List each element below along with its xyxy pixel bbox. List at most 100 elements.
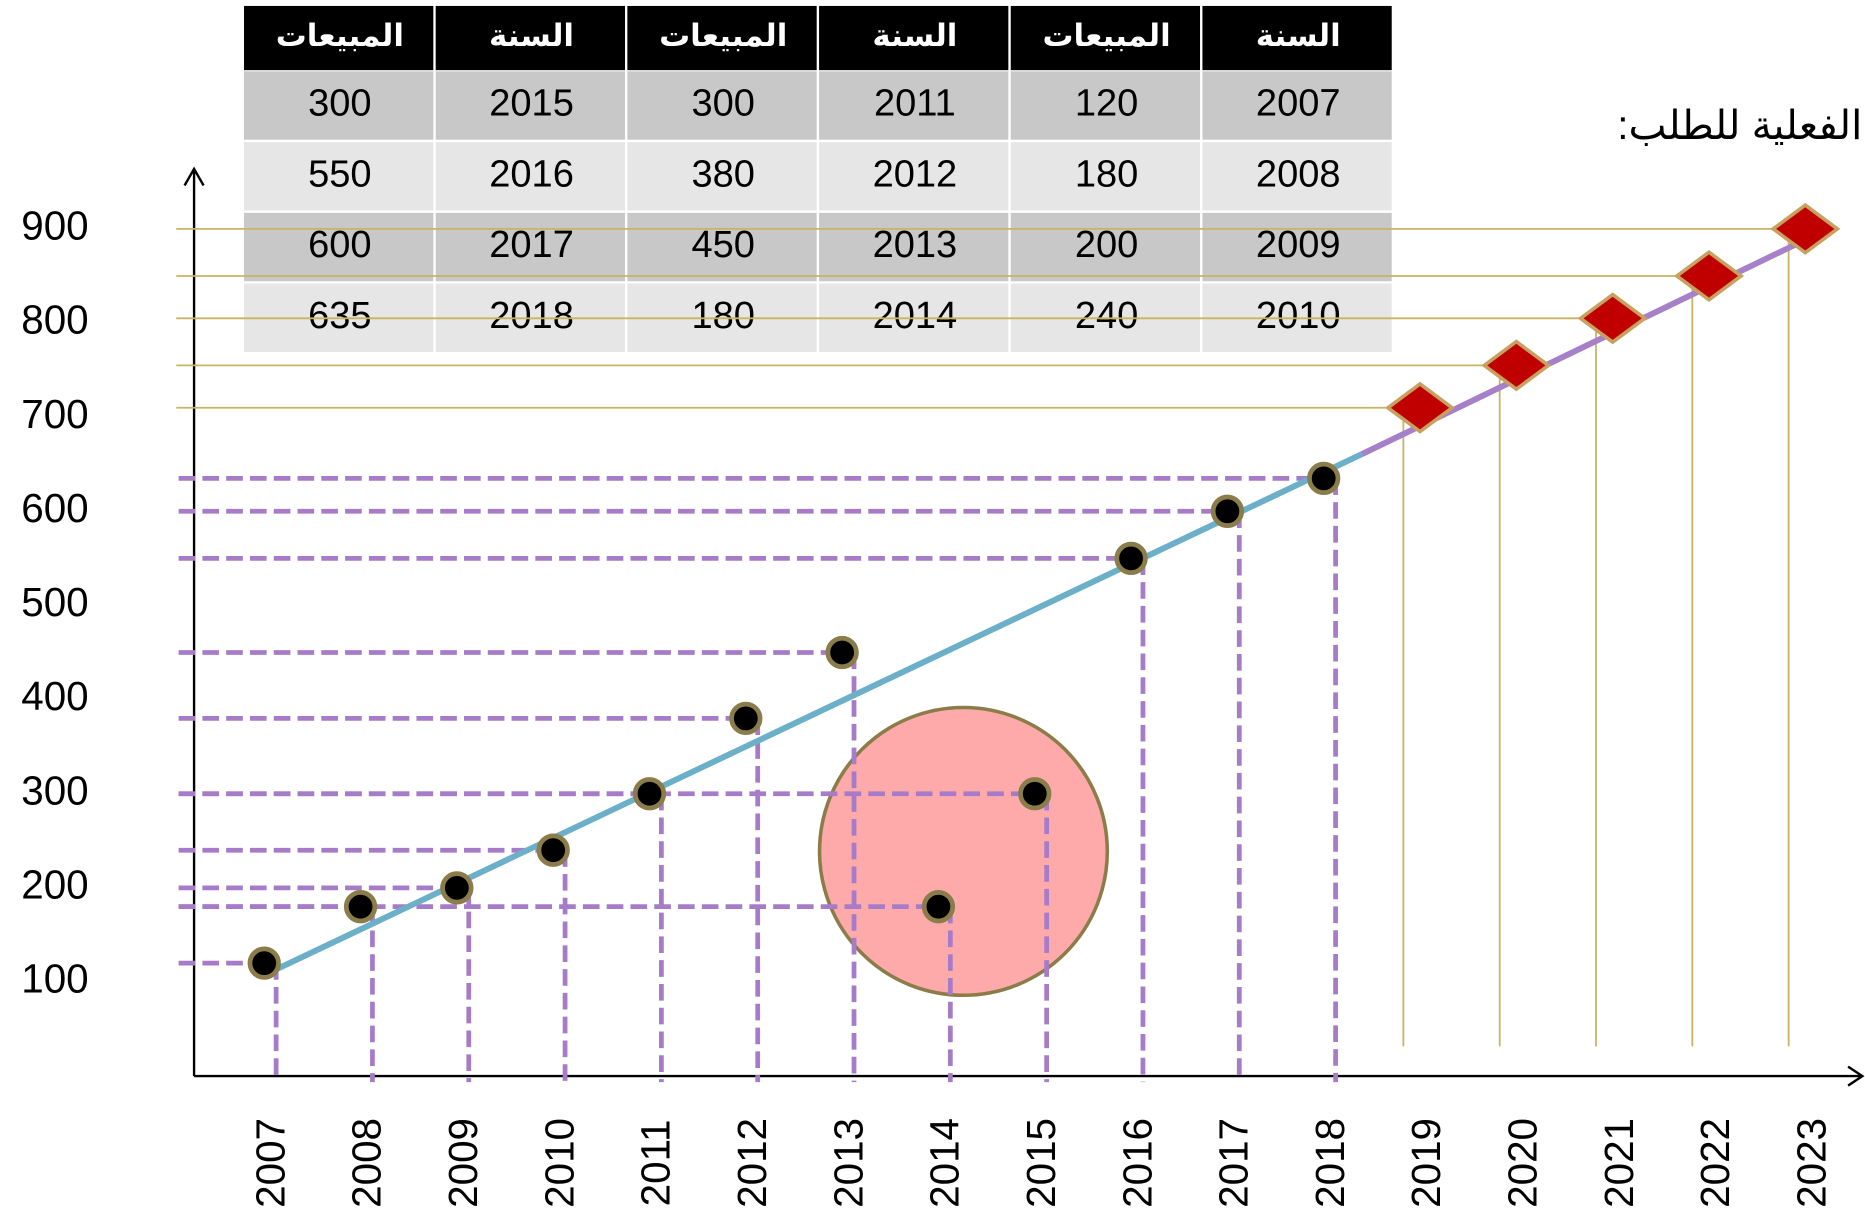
header-text: المبيعات [659,18,787,53]
cell-text: 2007 [1256,83,1341,125]
x-tick-label: 2014 [922,1118,968,1208]
table-cell [244,142,434,211]
table-cell [627,212,817,282]
table-cell [819,142,1009,211]
point [1210,494,1245,528]
x-tick-label: 2018 [1307,1118,1353,1208]
table-cell [627,71,817,140]
y-tick-label: 900 [21,203,88,249]
cell-text: 2016 [489,153,574,195]
x-tick-label: 2021 [1596,1118,1642,1208]
cell-text: 180 [1075,153,1138,195]
annotation: الفعلية للطلب: [1617,102,1862,148]
diamond [1577,292,1648,345]
table-cell [1010,142,1201,211]
y-axis-arrow [183,166,205,187]
y-tick-label: 200 [21,862,88,908]
point [1018,777,1052,811]
y-tick-label: 600 [21,485,88,531]
data-table: المبيعات السنة المبيعات السنة المبيعات السنة 3… [244,5,1392,352]
header-text: المبيعات [1042,18,1170,53]
table-cell [244,71,434,140]
point [632,777,667,811]
header-text: السنة [872,18,957,53]
header-cell [819,5,1009,71]
cell-text: 300 [308,83,371,125]
header-cell [1010,5,1201,71]
x-axis-arrow [1847,1065,1865,1087]
table-cell [627,142,817,211]
header-cell [627,5,817,71]
x-tick-label: 2012 [729,1118,775,1208]
diamond [1673,249,1745,302]
point [1307,461,1341,496]
header-text: المبيعات [276,18,404,53]
cell-text: 2015 [489,83,574,125]
header-cell [435,5,626,71]
x-tick-label: 2023 [1788,1118,1834,1208]
cell-text: 550 [308,153,371,195]
y-tick-label: 100 [21,956,88,1002]
header-cell [1202,5,1392,71]
cell-text: 2011 [874,83,956,125]
cell-text: 2009 [1256,224,1341,266]
cell-text: 200 [1075,224,1138,266]
table-cell [435,142,626,211]
x-tick-label: 2022 [1692,1118,1738,1208]
x-tick-label: 2019 [1403,1118,1449,1208]
cell-text: 2017 [489,224,574,266]
cell-text: 2012 [873,153,958,195]
x-tick-label: 2007 [247,1118,293,1208]
table-cell [1010,212,1201,282]
y-tick-label: 300 [21,767,88,813]
x-tick-label: 2009 [440,1118,486,1208]
point [247,946,281,980]
cell-text: 300 [691,83,754,125]
point [825,635,859,670]
diamond [1770,202,1841,255]
cell-text: 2013 [873,224,958,266]
table-cell [244,212,434,282]
x-tick-label: 2011 [633,1119,679,1206]
x-tick-label: 2010 [536,1118,582,1208]
y-tick-label: 800 [21,297,88,343]
y-tick-label: 400 [21,673,88,719]
x-tick-label: 2017 [1211,1118,1257,1208]
table-cell [1202,142,1392,211]
table-cell [819,212,1009,282]
cell-text: 2008 [1256,153,1341,195]
diamond [1384,381,1456,434]
point [343,890,378,924]
guides [176,228,1806,1083]
cell-text: 635 [308,295,371,337]
cell-text: 2014 [873,295,958,337]
cell-text: 600 [308,224,371,266]
x-tick-label: 2015 [1018,1118,1064,1208]
table-cell [819,71,1009,140]
cell-text: 450 [691,224,754,266]
cell-text: 2018 [489,295,574,337]
table-cell [1202,71,1392,140]
point [921,890,956,924]
cell-text: 380 [691,153,754,195]
cell-text: 240 [1075,295,1138,337]
point [440,871,474,905]
cell-text: 120 [1075,83,1138,125]
header-text: السنة [489,18,574,53]
table-cell [1202,212,1392,282]
cell-text: 180 [691,295,754,337]
table-cell [435,212,626,282]
header-text: السنة [1256,18,1341,53]
y-tick-label: 500 [21,579,88,625]
trend-line-actual [262,451,1364,978]
diamond [1481,339,1552,392]
header-cell [244,5,434,71]
y-tick-label: 700 [21,391,88,437]
point [729,701,763,736]
highlight-circle [817,705,1110,998]
x-tick-label: 2013 [825,1118,871,1208]
point [536,833,570,867]
x-tick-label: 2008 [344,1118,390,1208]
